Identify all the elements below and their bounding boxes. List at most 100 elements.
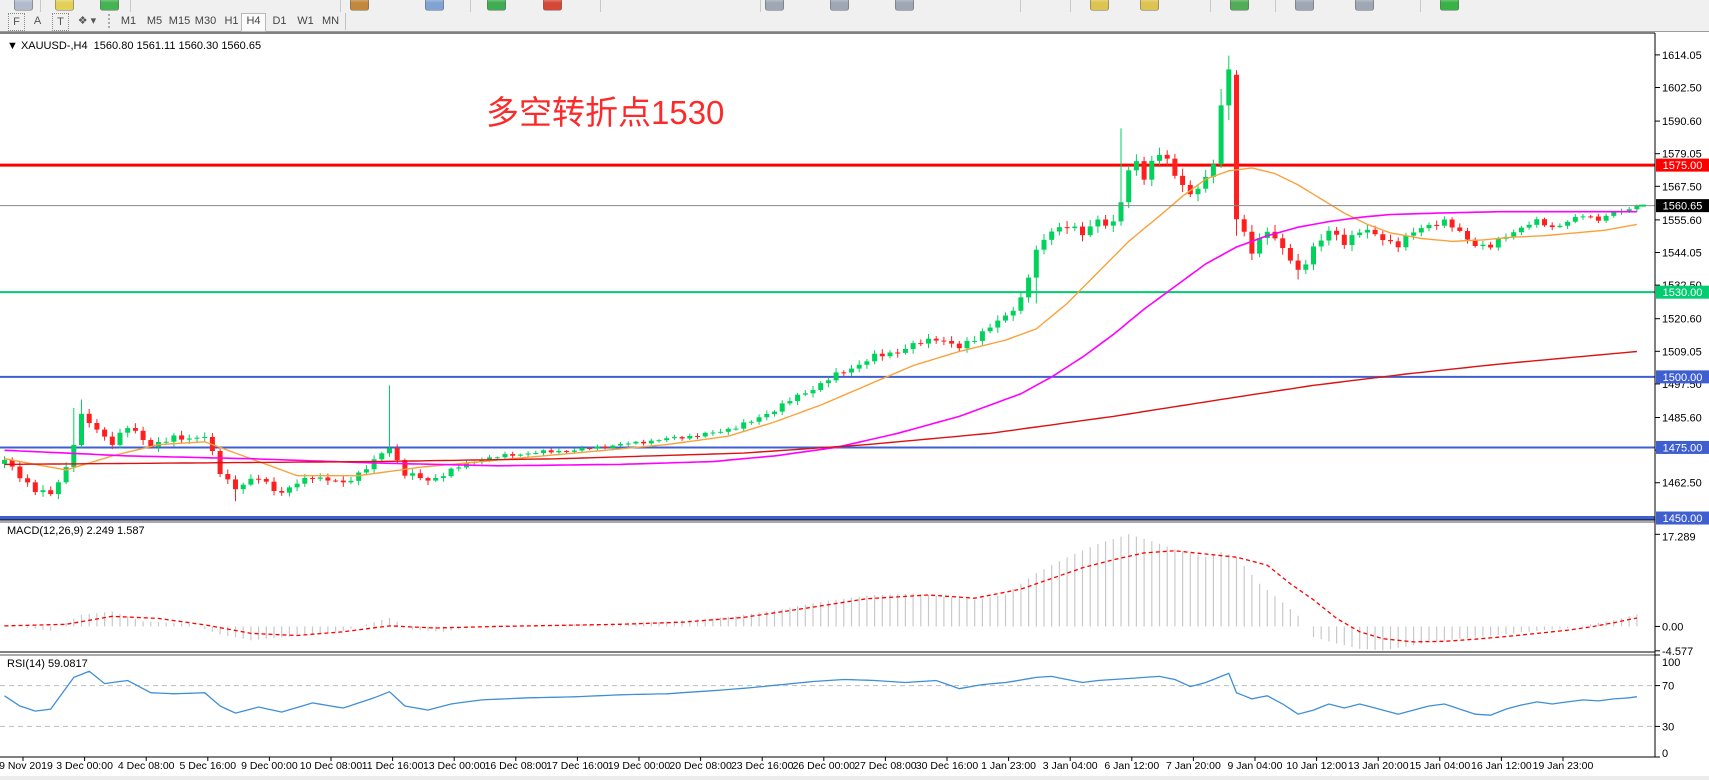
candle-body: [1418, 228, 1424, 233]
add-indicator-icon[interactable]: [100, 0, 119, 11]
time-tick-label: 19 Jan 23:00: [1533, 760, 1594, 772]
time-tick-label: 10 Jan 12:00: [1286, 760, 1347, 772]
timeframe-button-d1[interactable]: D1: [272, 15, 287, 27]
candle-body: [918, 343, 924, 345]
timeframe-button-mn[interactable]: MN: [321, 15, 340, 27]
new-chart-icon[interactable]: [14, 0, 33, 11]
arrows-tool-icon[interactable]: ❖ ▾: [77, 15, 97, 27]
timeframe-button-m30[interactable]: M30: [194, 15, 217, 27]
candle-chart-icon[interactable]: [830, 0, 849, 11]
price-badge: [1656, 158, 1709, 172]
time-tick-label: 29 Nov 2019: [0, 760, 53, 772]
zoom-out-icon[interactable]: [1355, 0, 1374, 11]
candle-body: [2, 459, 7, 464]
add-symbol-icon[interactable]: [1440, 0, 1459, 11]
candle-body: [541, 450, 546, 454]
candle-body: [55, 482, 61, 495]
candle-body: [1257, 237, 1263, 254]
timeframe-button-h1[interactable]: H1: [224, 15, 239, 27]
toolbar-separator: [1070, 0, 1071, 12]
candle-body: [671, 437, 677, 439]
zoom-in-icon[interactable]: [1295, 0, 1314, 11]
candle-body: [1364, 229, 1370, 233]
candle-body: [433, 477, 439, 481]
candle-body: [379, 453, 385, 460]
candle-body: [202, 436, 208, 438]
chart-background: [0, 31, 1709, 780]
candle-body: [1634, 205, 1640, 210]
candle-body: [1588, 216, 1594, 218]
candle-body: [17, 466, 23, 479]
candle-body: [1395, 241, 1401, 248]
bar-chart-icon[interactable]: [765, 0, 784, 11]
candle-body: [964, 340, 970, 349]
price-badge-label: 1530.00: [1663, 287, 1703, 299]
timeframe-button-w1[interactable]: W1: [297, 15, 314, 27]
toolbar-drag-handle[interactable]: [108, 14, 113, 28]
time-tick-label: 7 Jan 20:00: [1166, 760, 1221, 772]
candle-body: [1210, 164, 1216, 177]
rsi-pane: 100 70 30 0: [0, 654, 1680, 760]
candle-body: [1018, 297, 1024, 311]
text-label-icon[interactable]: A: [33, 15, 42, 27]
timeframe-button-h4[interactable]: H4: [241, 13, 266, 32]
candle-body: [1441, 219, 1447, 226]
candle-body: [356, 472, 362, 481]
candle-body: [818, 383, 824, 391]
candle-body: [271, 481, 277, 491]
macd-scale-label: 17.289: [1662, 531, 1696, 543]
time-tick-label: 15 Jan 04:00: [1409, 760, 1470, 772]
candle-body: [972, 340, 978, 342]
candle-body: [125, 428, 131, 433]
candle-body: [1141, 161, 1147, 180]
time-tick-label: 13 Dec 00:00: [423, 760, 486, 772]
candle-body: [1495, 238, 1501, 248]
candle-body: [233, 479, 238, 490]
candle-body: [656, 440, 662, 442]
chart-window-icon[interactable]: [425, 0, 444, 11]
candle-body: [594, 446, 600, 449]
candle-body: [748, 421, 754, 423]
new-order-icon[interactable]: [350, 0, 369, 11]
candle-body: [494, 457, 500, 459]
candle-body: [1033, 249, 1039, 278]
timeframe-button-m15[interactable]: M15: [168, 15, 191, 27]
text-box-icon[interactable]: T: [52, 13, 69, 31]
candle-body: [687, 435, 693, 439]
candle-body: [841, 372, 847, 374]
candle-body: [825, 380, 831, 384]
toolbar-separator: [1275, 0, 1276, 12]
candle-body: [1449, 219, 1455, 228]
timeframe-button-m5[interactable]: M5: [146, 15, 163, 27]
candle-body: [1526, 224, 1532, 228]
candle-body: [1480, 244, 1486, 247]
zoom-icon[interactable]: [55, 0, 74, 11]
indicators-grid-icon[interactable]: [1230, 0, 1249, 11]
candle-body: [810, 390, 816, 394]
autotrading-stop-icon[interactable]: [543, 0, 562, 11]
autotrading-start-icon[interactable]: [487, 0, 506, 11]
line-chart-icon[interactable]: [895, 0, 914, 11]
cursor-mode-icon[interactable]: F: [8, 13, 25, 31]
candle-body: [263, 479, 269, 482]
candle-body: [32, 482, 38, 493]
timeframe-button-m1[interactable]: M1: [120, 15, 137, 27]
candle-body: [1534, 219, 1540, 225]
draw-channel-icon[interactable]: [1140, 0, 1159, 11]
candle-body: [1149, 160, 1155, 180]
price-tick-label: 1544.05: [1662, 248, 1702, 260]
candle-body: [317, 477, 323, 479]
price-badge-label: 1450.00: [1663, 513, 1703, 525]
candle-body: [1272, 231, 1278, 239]
candle-body: [363, 469, 369, 473]
price-tick-label: 1509.05: [1662, 346, 1702, 358]
candle-body: [571, 450, 577, 452]
candle-body: [679, 437, 685, 439]
draw-line-icon[interactable]: [1090, 0, 1109, 11]
time-tick-label: 13 Jan 20:00: [1348, 760, 1409, 772]
time-tick-label: 4 Dec 08:00: [118, 760, 175, 772]
candle-body: [902, 349, 908, 353]
price-axis: 1614.05 1602.50 1590.60 1579.05 1567.50 1555.…: [1655, 50, 1702, 490]
